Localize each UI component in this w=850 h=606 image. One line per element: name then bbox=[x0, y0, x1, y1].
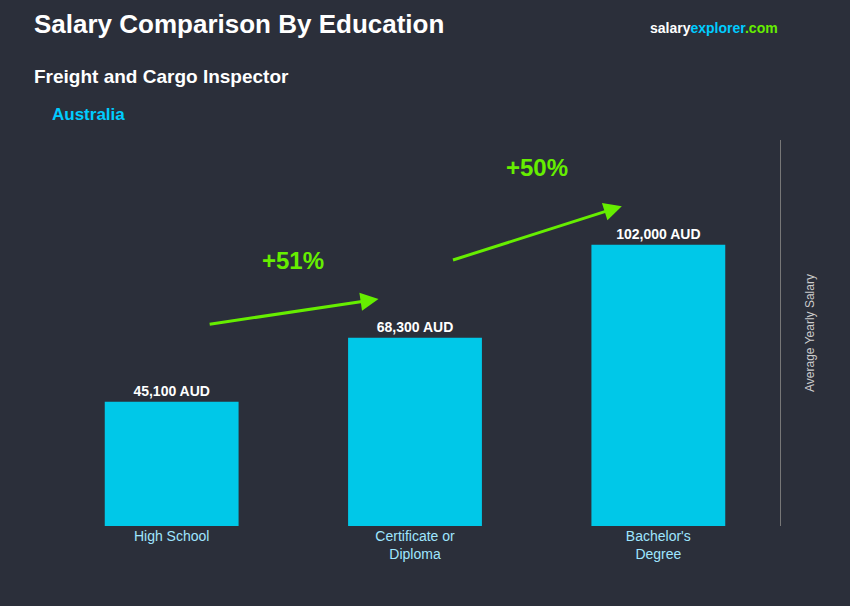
svg-text:Salary Comparison By Education: Salary Comparison By Education bbox=[34, 9, 444, 39]
svg-text:+51%: +51% bbox=[262, 247, 324, 274]
svg-text:68,300 AUD: 68,300 AUD bbox=[377, 319, 454, 335]
svg-text:salaryexplorer.com: salaryexplorer.com bbox=[650, 20, 778, 36]
svg-text:Bachelor'sDegree: Bachelor'sDegree bbox=[626, 528, 691, 562]
svg-text:High School: High School bbox=[134, 528, 210, 544]
svg-text:Certificate orDiploma: Certificate orDiploma bbox=[375, 528, 455, 562]
svg-text:102,000 AUD: 102,000 AUD bbox=[616, 226, 700, 242]
svg-text:Freight and Cargo Inspector: Freight and Cargo Inspector bbox=[34, 66, 289, 87]
svg-text:Average Yearly Salary: Average Yearly Salary bbox=[803, 274, 817, 392]
svg-text:+50%: +50% bbox=[506, 154, 568, 181]
svg-text:Australia: Australia bbox=[52, 105, 125, 124]
svg-text:45,100 AUD: 45,100 AUD bbox=[133, 383, 210, 399]
